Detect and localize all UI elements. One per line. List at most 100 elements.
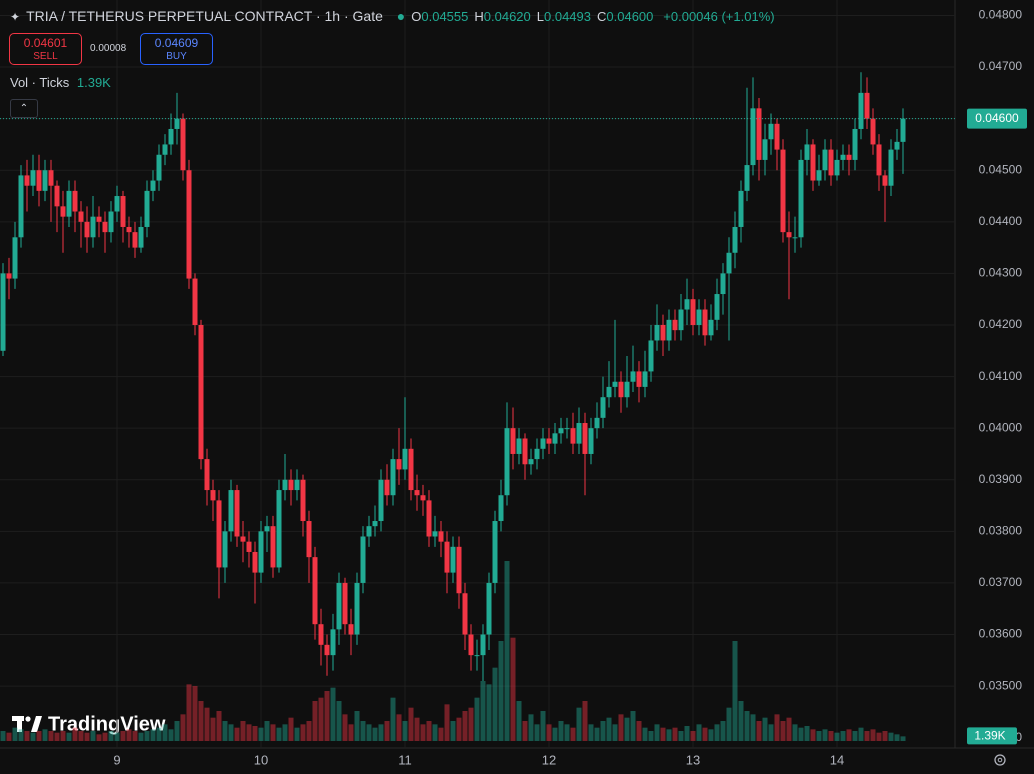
candle-body: [234, 490, 240, 537]
candle-body: [228, 490, 234, 532]
volume-bar: [588, 724, 594, 741]
candle-body: [300, 479, 306, 522]
volume-value: 1.39K: [76, 75, 111, 90]
volume-bar: [210, 717, 216, 741]
settings-icon[interactable]: [994, 754, 1006, 766]
volume-bar: [144, 731, 150, 741]
candle-body: [666, 319, 672, 341]
candle-body: [126, 226, 132, 233]
candle-body: [240, 536, 246, 542]
volume-bar: [798, 727, 804, 741]
candle-body: [810, 144, 816, 181]
volume-bar: [714, 724, 720, 741]
y-tick-label: 0.04000: [979, 420, 1023, 434]
volume-bar: [228, 724, 234, 741]
symbol-title[interactable]: TRIA / TETHERUS PERPETUAL CONTRACT · 1h …: [26, 8, 383, 24]
candle-body: [708, 319, 714, 336]
sell-button[interactable]: 0.04601 SELL: [9, 33, 82, 65]
volume-bar: [402, 721, 408, 741]
candle-body: [198, 324, 204, 460]
volume-bar: [834, 732, 840, 741]
candle-body: [144, 190, 150, 227]
candle-body: [456, 546, 462, 594]
candle-body: [636, 371, 642, 387]
volume-bar: [486, 684, 492, 741]
candle-body: [84, 221, 90, 238]
last-price-tag: [967, 108, 1027, 129]
candle-body: [828, 149, 834, 176]
volume-bar: [564, 724, 570, 741]
volume-bar: [696, 724, 702, 741]
volume-bar: [468, 707, 474, 741]
ohlc: O0.04555 H0.04620 L0.04493 C0.04600: [411, 9, 659, 24]
volume-bar: [672, 727, 678, 741]
candle-body: [726, 252, 732, 274]
volume-bar: [60, 731, 66, 741]
volume-bar: [390, 697, 396, 741]
volume-bar: [174, 721, 180, 741]
volume-bar: [636, 721, 642, 741]
candle-body: [762, 139, 768, 160]
volume-bar: [282, 724, 288, 741]
volume-bar: [30, 732, 36, 741]
last-volume-label: 1.39K: [974, 729, 1005, 743]
candle-body: [654, 324, 660, 341]
volume-bar: [756, 721, 762, 741]
volume-bar: [252, 726, 258, 741]
candle-body: [648, 340, 654, 372]
volume-bar: [594, 727, 600, 741]
collapse-button[interactable]: ⌃: [10, 99, 38, 118]
volume-bar: [330, 687, 336, 741]
volume-bar: [300, 724, 306, 741]
candle-body: [102, 221, 108, 233]
candle-body: [174, 118, 180, 129]
candle-body: [582, 423, 588, 454]
candle-body: [294, 479, 300, 491]
candle-body: [0, 273, 6, 351]
candle-body: [876, 144, 882, 176]
buy-label: BUY: [166, 51, 187, 62]
candle-body: [390, 459, 396, 496]
candle-body: [96, 216, 102, 222]
candle-body: [618, 381, 624, 398]
volume-bar: [690, 731, 696, 741]
volume-bar: [516, 701, 522, 741]
volume-bar: [576, 707, 582, 741]
candle-body: [114, 196, 120, 212]
volume-bar: [204, 707, 210, 741]
volume-bar: [498, 641, 504, 741]
candle-body: [420, 495, 426, 501]
candle-body: [342, 582, 348, 625]
volume-bar: [684, 726, 690, 741]
candle-body: [282, 479, 288, 491]
volume-bar: [480, 681, 486, 741]
volume-bar: [870, 729, 876, 741]
y-tick-label: 0.03900: [979, 472, 1023, 486]
candle-body: [792, 237, 798, 239]
candle-body: [516, 438, 522, 454]
candle-body: [168, 128, 174, 145]
buy-price: 0.04609: [154, 36, 199, 50]
candle-body: [852, 128, 858, 160]
volume-bar: [240, 721, 246, 741]
volume-bar: [774, 714, 780, 741]
candle-body: [396, 459, 402, 470]
volume-bar: [186, 684, 192, 741]
candle-body: [330, 629, 336, 656]
candle-body: [36, 170, 42, 191]
candle-body: [48, 170, 54, 186]
volume-bar: [294, 727, 300, 741]
candle-body: [696, 309, 702, 325]
candle-body: [864, 92, 870, 119]
candle-body: [30, 170, 36, 186]
candle-body: [660, 324, 666, 341]
volume-bar: [726, 707, 732, 741]
y-tick-label: 0.04300: [979, 266, 1023, 280]
buy-button[interactable]: 0.04609 BUY: [140, 33, 213, 65]
volume-bar: [624, 717, 630, 741]
candle-body: [630, 371, 636, 382]
x-tick-label: 12: [542, 752, 556, 767]
candle-body: [858, 92, 864, 129]
candle-body: [816, 170, 822, 181]
